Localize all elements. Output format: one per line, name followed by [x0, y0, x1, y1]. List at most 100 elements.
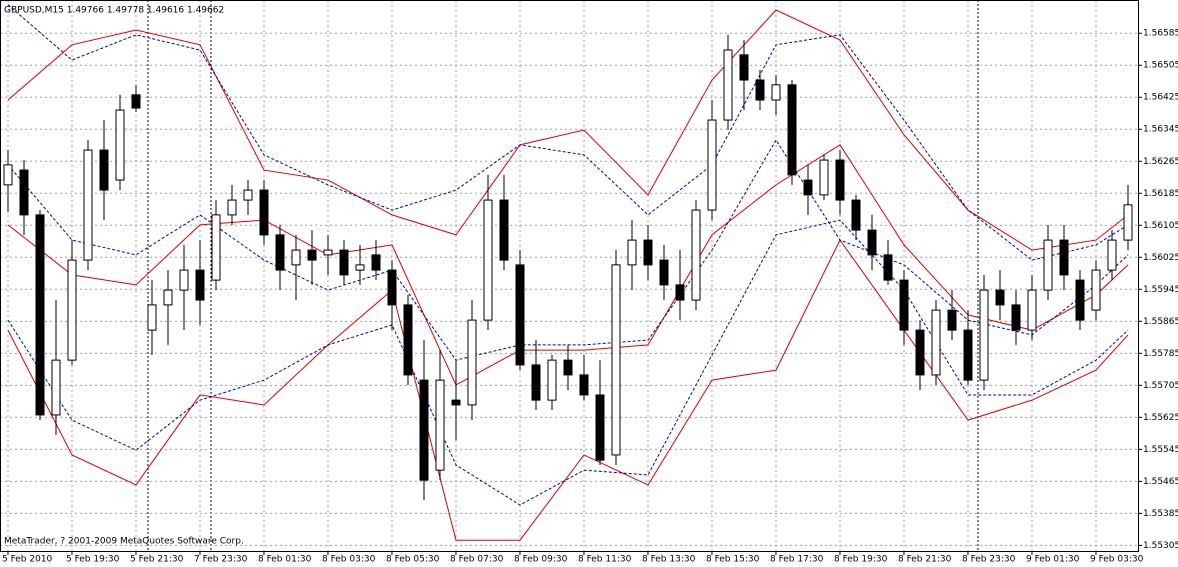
x-tick-label: 8 Feb 07:30: [450, 555, 504, 565]
x-tick-label: 8 Feb 19:30: [834, 555, 888, 565]
x-tick-label: 7 Feb 23:30: [194, 555, 248, 565]
candle-body: [931, 309, 941, 376]
candle-body: [659, 259, 669, 286]
candle-body: [131, 94, 141, 109]
y-tick-label: 1.55305: [1143, 541, 1178, 551]
x-tick-label: 9 Feb 01:30: [1026, 555, 1080, 565]
candle-body: [627, 239, 637, 266]
candle-body: [867, 229, 877, 256]
candle-body: [499, 199, 509, 261]
y-tick-label: 1.55385: [1143, 509, 1178, 519]
x-tick-label: 8 Feb 03:30: [322, 555, 376, 565]
candle-body: [371, 254, 381, 271]
candle-body: [467, 319, 477, 406]
x-tick-label: 8 Feb 09:30: [514, 555, 568, 565]
candle-body: [1107, 239, 1117, 271]
candle-body: [83, 149, 93, 261]
candle-body: [771, 84, 781, 101]
x-tick-label: 8 Feb 11:30: [578, 555, 632, 565]
candle-body: [51, 359, 61, 416]
x-tick-label: 8 Feb 05:30: [386, 555, 440, 565]
band-line: [7, 4, 1129, 261]
x-tick-label: 5 Feb 19:30: [66, 555, 120, 565]
y-tick-label: 1.56345: [1143, 125, 1178, 135]
candle-body: [579, 374, 589, 396]
candle-body: [691, 209, 701, 301]
x-tick-label: 8 Feb 21:30: [898, 555, 952, 565]
plot-border: [0, 0, 1139, 552]
candle-body: [547, 359, 557, 401]
candle-body: [963, 329, 973, 381]
candle-body: [819, 159, 829, 196]
candle-body: [35, 214, 45, 416]
candle-body: [67, 259, 77, 361]
candle-body: [451, 399, 461, 406]
candle-body: [563, 359, 573, 376]
chart-title: GBPUSD,M15 1.49766 1.49778 1.49616 1.496…: [4, 6, 224, 16]
candle-body: [1091, 269, 1101, 311]
candle-body: [163, 289, 173, 306]
candle-body: [1059, 239, 1069, 276]
y-tick-label: 1.56185: [1143, 189, 1178, 199]
candle-body: [883, 254, 893, 281]
candle-body: [851, 199, 861, 231]
candle-body: [275, 234, 285, 271]
candle-body: [195, 269, 205, 301]
band-line: [7, 9, 1129, 251]
y-tick-label: 1.55705: [1143, 381, 1178, 391]
candle-body: [1123, 204, 1133, 241]
candle-body: [675, 284, 685, 301]
x-tick-label: 8 Feb 15:30: [706, 555, 760, 565]
candle-body: [323, 249, 333, 256]
candle-body: [611, 264, 621, 456]
y-tick-label: 1.55785: [1143, 349, 1178, 359]
candle-body: [1027, 289, 1037, 331]
candle-body: [227, 199, 237, 216]
candle-body: [947, 309, 957, 331]
candle-body: [915, 329, 925, 376]
candle-body: [595, 394, 605, 461]
candle-body: [99, 149, 109, 191]
candle-body: [19, 169, 29, 216]
x-tick-label: 8 Feb 01:30: [258, 555, 312, 565]
candle-body: [739, 54, 749, 81]
x-tick-label: 8 Feb 13:30: [642, 555, 696, 565]
candle-body: [147, 304, 157, 331]
candle-body: [259, 189, 269, 236]
y-tick-label: 1.56425: [1143, 93, 1178, 103]
x-tick-label: 5 Feb 21:30: [130, 555, 184, 565]
candle-body: [755, 79, 765, 101]
candle-body: [899, 279, 909, 331]
candle-body: [339, 249, 349, 276]
candle-body: [643, 239, 653, 266]
candle-body: [355, 264, 365, 271]
candle-body: [1011, 304, 1021, 331]
y-tick-label: 1.56505: [1143, 61, 1178, 71]
candle-body: [435, 379, 445, 471]
x-tick-label: 9 Feb 03:30: [1090, 555, 1144, 565]
y-tick-label: 1.55865: [1143, 317, 1178, 327]
candle-body: [787, 84, 797, 176]
candle-body: [403, 304, 413, 376]
plot: [0, 0, 1138, 551]
candle-body: [211, 214, 221, 281]
band-line: [7, 239, 1129, 541]
candle-body: [291, 249, 301, 266]
candle-body: [835, 159, 845, 201]
candle-body: [979, 289, 989, 381]
candle-body: [1043, 239, 1053, 291]
candle-body: [515, 264, 525, 366]
y-tick-label: 1.55465: [1143, 477, 1178, 487]
candle-body: [243, 189, 253, 201]
y-tick-label: 1.56025: [1143, 253, 1178, 263]
y-tick-label: 1.56265: [1143, 157, 1178, 167]
candle-body: [483, 199, 493, 321]
candle-body: [115, 109, 125, 181]
y-tick-label: 1.55545: [1143, 445, 1178, 455]
y-tick-label: 1.56585: [1143, 29, 1178, 39]
candle-body: [803, 179, 813, 196]
band-line: [7, 219, 1129, 506]
y-tick-label: 1.55945: [1143, 285, 1178, 295]
candle-body: [531, 364, 541, 401]
